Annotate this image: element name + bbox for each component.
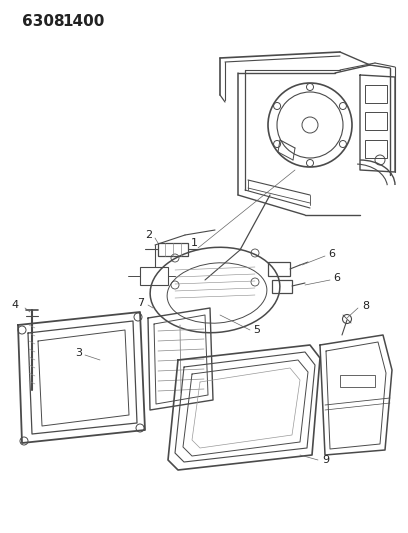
Bar [268,262,290,276]
Text: 1: 1 [191,238,198,248]
Bar [140,267,168,285]
Text: 9: 9 [322,455,329,465]
Text: 8: 8 [362,301,369,311]
Bar [365,85,387,103]
Text: 6308: 6308 [22,14,64,29]
Text: 4: 4 [12,300,19,310]
Text: 3: 3 [75,348,82,358]
Bar [365,140,387,158]
Bar [340,375,375,387]
Bar [272,280,292,293]
Text: 6: 6 [328,249,335,259]
Text: 7: 7 [137,298,144,308]
Text: 2: 2 [145,230,152,240]
Text: 1400: 1400 [62,14,104,29]
Bar [158,243,188,256]
Text: 5: 5 [253,325,260,335]
Bar [365,112,387,130]
Text: 6: 6 [333,273,340,283]
